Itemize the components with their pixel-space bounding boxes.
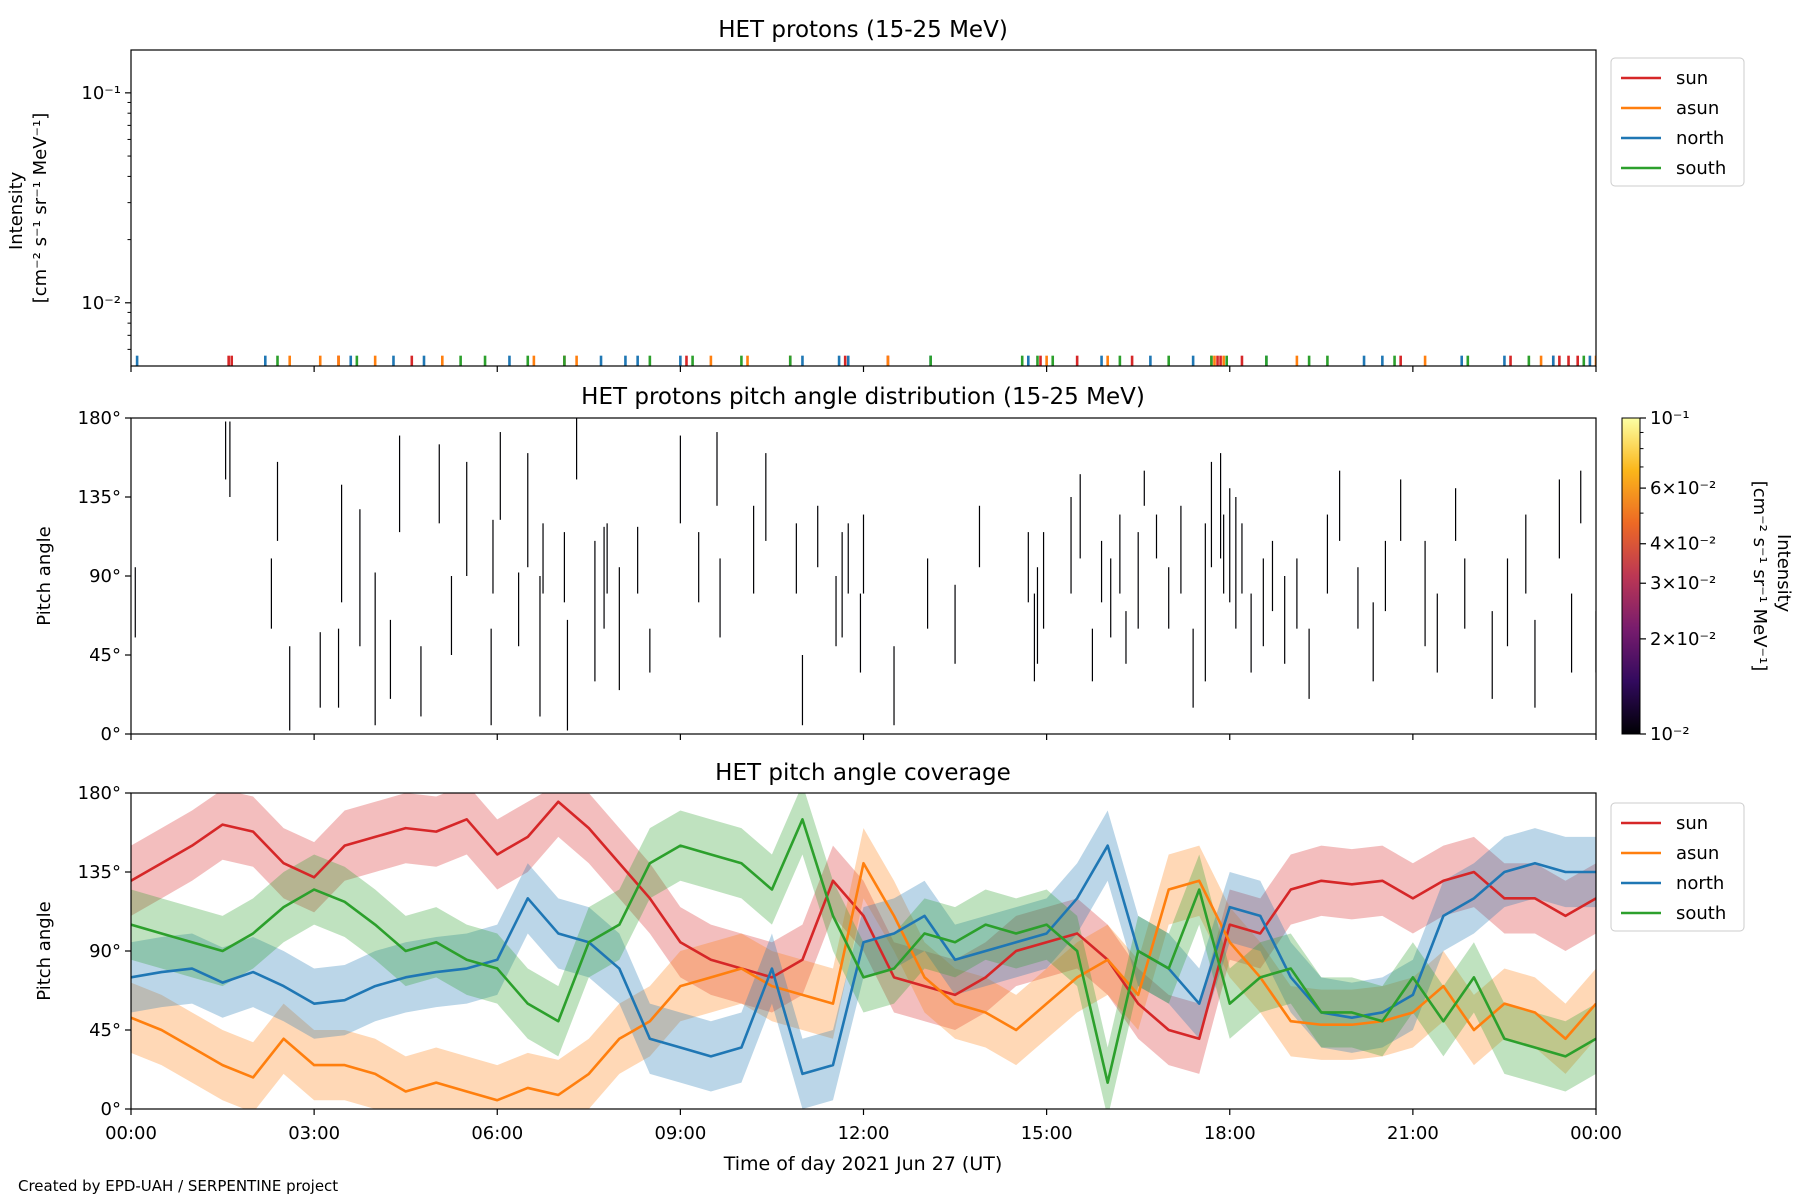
colorbar-tick-label: 6×10⁻²: [1650, 478, 1716, 499]
legend-label-asun: asun: [1676, 98, 1719, 119]
panel1-title: HET protons (15-25 MeV): [718, 17, 1008, 43]
x-tick-label: 12:00: [838, 1123, 890, 1144]
panel3-y-tick-label: 180°: [78, 783, 121, 804]
legend-panel1: sun asun north south: [1610, 57, 1745, 187]
x-tick-label: 09:00: [654, 1123, 706, 1144]
panel-pitch-angle-distribution: HET protons pitch angle distribution (15…: [34, 384, 1794, 745]
panel2-y-tick-label: 45°: [89, 645, 121, 666]
legend-label-south: south: [1676, 158, 1726, 179]
panel3-y-tick-label: 135°: [78, 862, 121, 883]
x-tick-label: 21:00: [1387, 1123, 1439, 1144]
legend-label-north: north: [1676, 128, 1724, 149]
panel2-y-tick-label: 0°: [101, 724, 121, 745]
panel3-title: HET pitch angle coverage: [715, 760, 1011, 786]
panel1-y-tick-label: 10⁻²: [81, 293, 121, 314]
credit-text: Created by EPD-UAH / SERPENTINE project: [18, 1177, 339, 1195]
panel2-y-tick-label: 90°: [89, 566, 121, 587]
coverage-line-sun: [131, 800, 1596, 1041]
legend-label-sun: sun: [1676, 68, 1708, 89]
legend-label-asun: asun: [1676, 843, 1719, 864]
panel1-frame: [130, 49, 1597, 367]
colorbar-label-line1: Intensity: [1773, 534, 1794, 613]
legend-label-south: south: [1676, 903, 1726, 924]
legend-label-sun: sun: [1676, 813, 1708, 834]
legend-box: [1610, 57, 1745, 187]
panel2-y-tick-label: 180°: [78, 408, 121, 429]
panel2-title: HET protons pitch angle distribution (15…: [581, 384, 1145, 410]
legend-panel3: sun asun north south: [1610, 802, 1745, 932]
colorbar-tick-label: 2×10⁻²: [1650, 629, 1716, 650]
colorbar-gradient: [1621, 417, 1641, 735]
panel1-ylabel: Intensity [cm⁻² s⁻¹ sr⁻¹ MeV⁻¹]: [6, 113, 51, 304]
x-tick-label: 00:00: [1570, 1123, 1622, 1144]
x-tick-label: 00:00: [105, 1123, 157, 1144]
coverage-line-south: [131, 818, 1596, 1084]
colorbar-label: Intensity [cm⁻² s⁻¹ sr⁻¹ MeV⁻¹]: [1749, 481, 1794, 672]
panel3-y-tick-label: 0°: [101, 1099, 121, 1120]
coverage-line-north: [131, 844, 1596, 1076]
x-tick-label: 18:00: [1204, 1123, 1256, 1144]
coverage-band-north: [131, 810, 1596, 1109]
panel1-y-tick-label: 10⁻¹: [81, 83, 121, 104]
coverage-band-south: [131, 793, 1596, 1109]
colorbar-tick-label: 3×10⁻²: [1650, 573, 1716, 594]
colorbar-label-line2: [cm⁻² s⁻¹ sr⁻¹ MeV⁻¹]: [1749, 481, 1770, 672]
x-axis-label: Time of day 2021 Jun 27 (UT): [723, 1153, 1003, 1175]
coverage-line-asun: [131, 861, 1596, 1102]
panel3-y-tick-label: 90°: [89, 941, 121, 962]
x-tick-label: 03:00: [288, 1123, 340, 1144]
colorbar: 10⁻² 2×10⁻² 3×10⁻² 4×10⁻² 6×10⁻² 10⁻¹ Intensi…: [1621, 408, 1794, 745]
coverage-band-asun: [131, 828, 1596, 1109]
panel-pitch-angle-coverage: HET pitch angle coverage 0° 45° 90° 135° 180…: [34, 760, 1745, 1175]
colorbar-tick-label: 10⁻¹: [1650, 408, 1690, 429]
x-tick-label: 15:00: [1021, 1123, 1073, 1144]
colorbar-tick-label: 10⁻²: [1650, 724, 1690, 745]
colorbar-tick-label: 4×10⁻²: [1650, 534, 1716, 555]
panel3-y-tick-label: 45°: [89, 1020, 121, 1041]
panel1-ylabel-line1: Intensity: [6, 171, 27, 250]
panel2-y-tick-label: 135°: [78, 487, 121, 508]
legend-label-north: north: [1676, 873, 1724, 894]
coverage-band-sun: [131, 793, 1596, 1074]
legend-box: [1610, 802, 1745, 932]
panel3-ylabel: Pitch angle: [34, 901, 55, 1000]
x-tick-label: 06:00: [471, 1123, 523, 1144]
panel1-ylabel-line2: [cm⁻² s⁻¹ sr⁻¹ MeV⁻¹]: [30, 113, 51, 304]
panel-intensity: HET protons (15-25 MeV) 10⁻² 10⁻¹ Intensi…: [6, 17, 1745, 372]
panel2-ylabel: Pitch angle: [34, 526, 55, 625]
